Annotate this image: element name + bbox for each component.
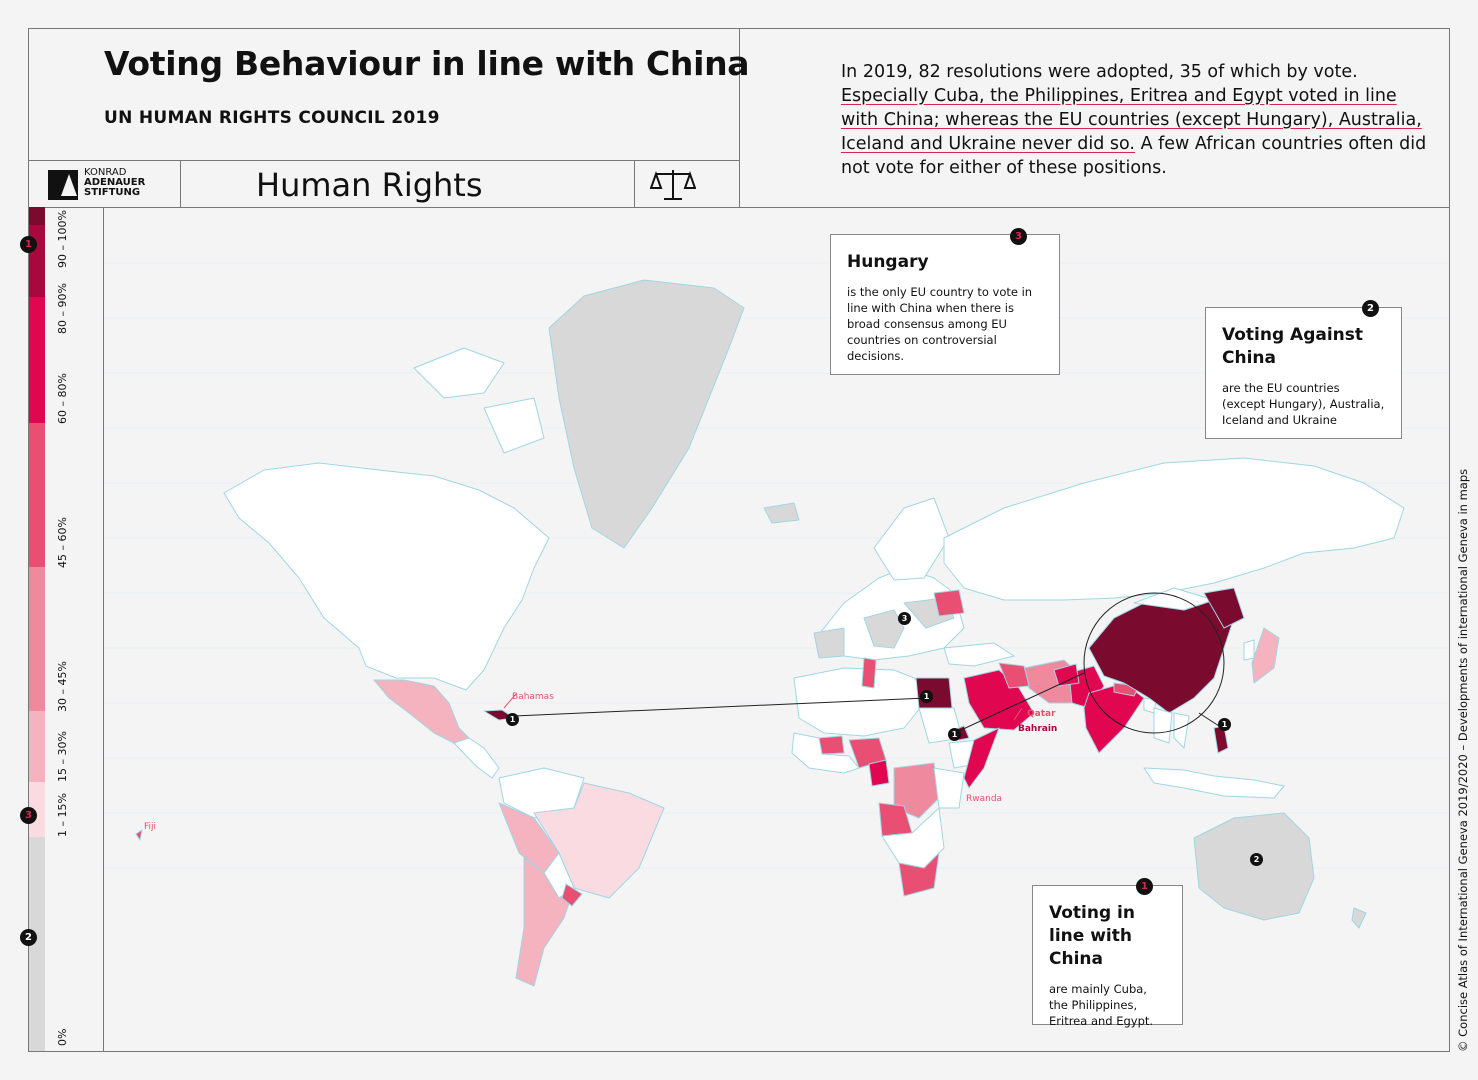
intro-highlight: Especially Cuba, the Philippines, Eritre… — [841, 86, 1397, 130]
country-australia — [1193, 812, 1315, 921]
country-uruguay — [561, 883, 583, 907]
country-vietnam — [1173, 712, 1190, 749]
callout-marker: 2 — [1362, 300, 1379, 317]
logo-text: KONRAD ADENAUER STIFTUNG — [84, 167, 146, 198]
label-fiji: Fiji — [144, 822, 157, 832]
marker-1: 1 — [20, 236, 37, 253]
callout-hungary: Hungary is the only EU country to vote i… — [830, 234, 1060, 375]
country-iraq — [998, 662, 1030, 689]
country-afghanistan — [1053, 663, 1080, 687]
africa-west — [791, 732, 860, 774]
page-subtitle: UN HUMAN RIGHTS COUNCIL 2019 — [104, 108, 440, 128]
legend-swatch — [29, 837, 45, 1051]
africa-north — [793, 667, 925, 737]
divider — [180, 160, 181, 208]
country-saudi-arabia — [963, 669, 1035, 731]
legend-label: 1 – 15% — [56, 793, 69, 837]
label-bahrain: Bahrain — [1018, 724, 1058, 734]
logo-icon — [48, 170, 78, 200]
country-russia-east — [1203, 587, 1245, 629]
eu-countries — [863, 609, 905, 649]
map-marker-cuba: 1 — [506, 713, 519, 726]
kas-logo: KONRAD ADENAUER STIFTUNG — [48, 168, 168, 202]
map-marker-australia: 2 — [1250, 853, 1263, 866]
africa-east — [933, 767, 965, 809]
callout-marker: 3 — [1010, 228, 1027, 245]
country-somalia — [963, 727, 1000, 789]
north-america — [223, 462, 550, 691]
country-argentina — [515, 857, 575, 987]
legend-swatch — [29, 711, 45, 782]
callout-marker: 1 — [1136, 878, 1153, 895]
legend-label: 90 – 100% — [56, 210, 69, 268]
map-marker-egypt: 1 — [920, 690, 933, 703]
topic-heading: Human Rights — [256, 166, 483, 204]
callout-text: is the only EU country to vote in line w… — [847, 285, 1033, 363]
country-mexico — [373, 679, 470, 744]
callout-inline: Voting in line with China are mainly Cub… — [1032, 885, 1183, 1028]
country-myanmar — [1153, 707, 1173, 744]
country-libya — [861, 657, 877, 689]
central-america — [453, 737, 500, 779]
greenland — [548, 279, 745, 549]
scales-icon — [650, 170, 696, 200]
country-fiji — [135, 829, 143, 841]
country-spain — [813, 627, 845, 659]
legend-swatch — [29, 207, 45, 225]
country-cameroon — [868, 759, 890, 787]
callout-title: Voting in line with China — [1049, 903, 1135, 969]
intro-sentence: In 2019, 82 resolutions were adopted, 35… — [841, 62, 1358, 82]
callout-text: are the EU countries (except Hungary), A… — [1222, 381, 1385, 427]
legend-label: 30 – 45% — [56, 661, 69, 712]
country-korea — [1243, 639, 1255, 661]
map-marker-philippines: 1 — [1218, 718, 1231, 731]
legend-label: 80 – 90% — [56, 283, 69, 334]
divider — [103, 207, 104, 1052]
map-marker-eritrea: 1 — [948, 728, 961, 741]
callout-text: are mainly Cuba, the Philippines, Eritre… — [1049, 982, 1154, 1028]
callout-title: Hungary — [847, 252, 929, 272]
country-japan — [1251, 627, 1280, 684]
world-map — [104, 262, 1448, 987]
divider — [28, 160, 739, 161]
label-bahamas: Bahamas — [512, 692, 554, 702]
country-iceland — [763, 502, 800, 524]
marker-3: 3 — [20, 807, 37, 824]
russia — [943, 457, 1405, 601]
country-turkey — [943, 642, 1015, 667]
divider — [634, 160, 635, 208]
legend-swatch — [29, 567, 45, 711]
intro-text: In 2019, 82 resolutions were adopted, 35… — [841, 60, 1431, 180]
intro-sentence: A few African countries often did not vo… — [841, 134, 1427, 178]
credit-text: © Concise Atlas of International Geneva … — [1456, 468, 1470, 1052]
country-south-africa — [898, 852, 940, 897]
country-senegal — [818, 735, 845, 755]
legend-label: 0% — [56, 1028, 69, 1046]
legend-label: 15 – 30% — [56, 731, 69, 782]
page-title: Voting Behaviour in line with China — [104, 44, 750, 83]
map-marker-hungary: 3 — [898, 612, 911, 625]
divider — [739, 28, 740, 208]
scandinavia — [873, 497, 950, 581]
country-drc — [893, 762, 940, 819]
legend-swatch — [29, 782, 45, 837]
legend-label: 45 – 60% — [56, 517, 69, 568]
marker-2: 2 — [20, 929, 37, 946]
indonesia — [1143, 767, 1285, 799]
legend-swatch — [29, 297, 45, 423]
legend-swatch — [29, 423, 45, 567]
legend-label: 60 – 80% — [56, 373, 69, 424]
callout-title: Voting Against China — [1222, 325, 1364, 368]
intro-sentence: ; whereas the EU countries (except Hunga… — [841, 110, 1422, 154]
country-russia-west — [933, 589, 965, 617]
label-qatar: Qatar — [1027, 709, 1056, 719]
label-rwanda: Rwanda — [966, 794, 1003, 804]
callout-against: Voting Against China are the EU countrie… — [1205, 307, 1402, 439]
